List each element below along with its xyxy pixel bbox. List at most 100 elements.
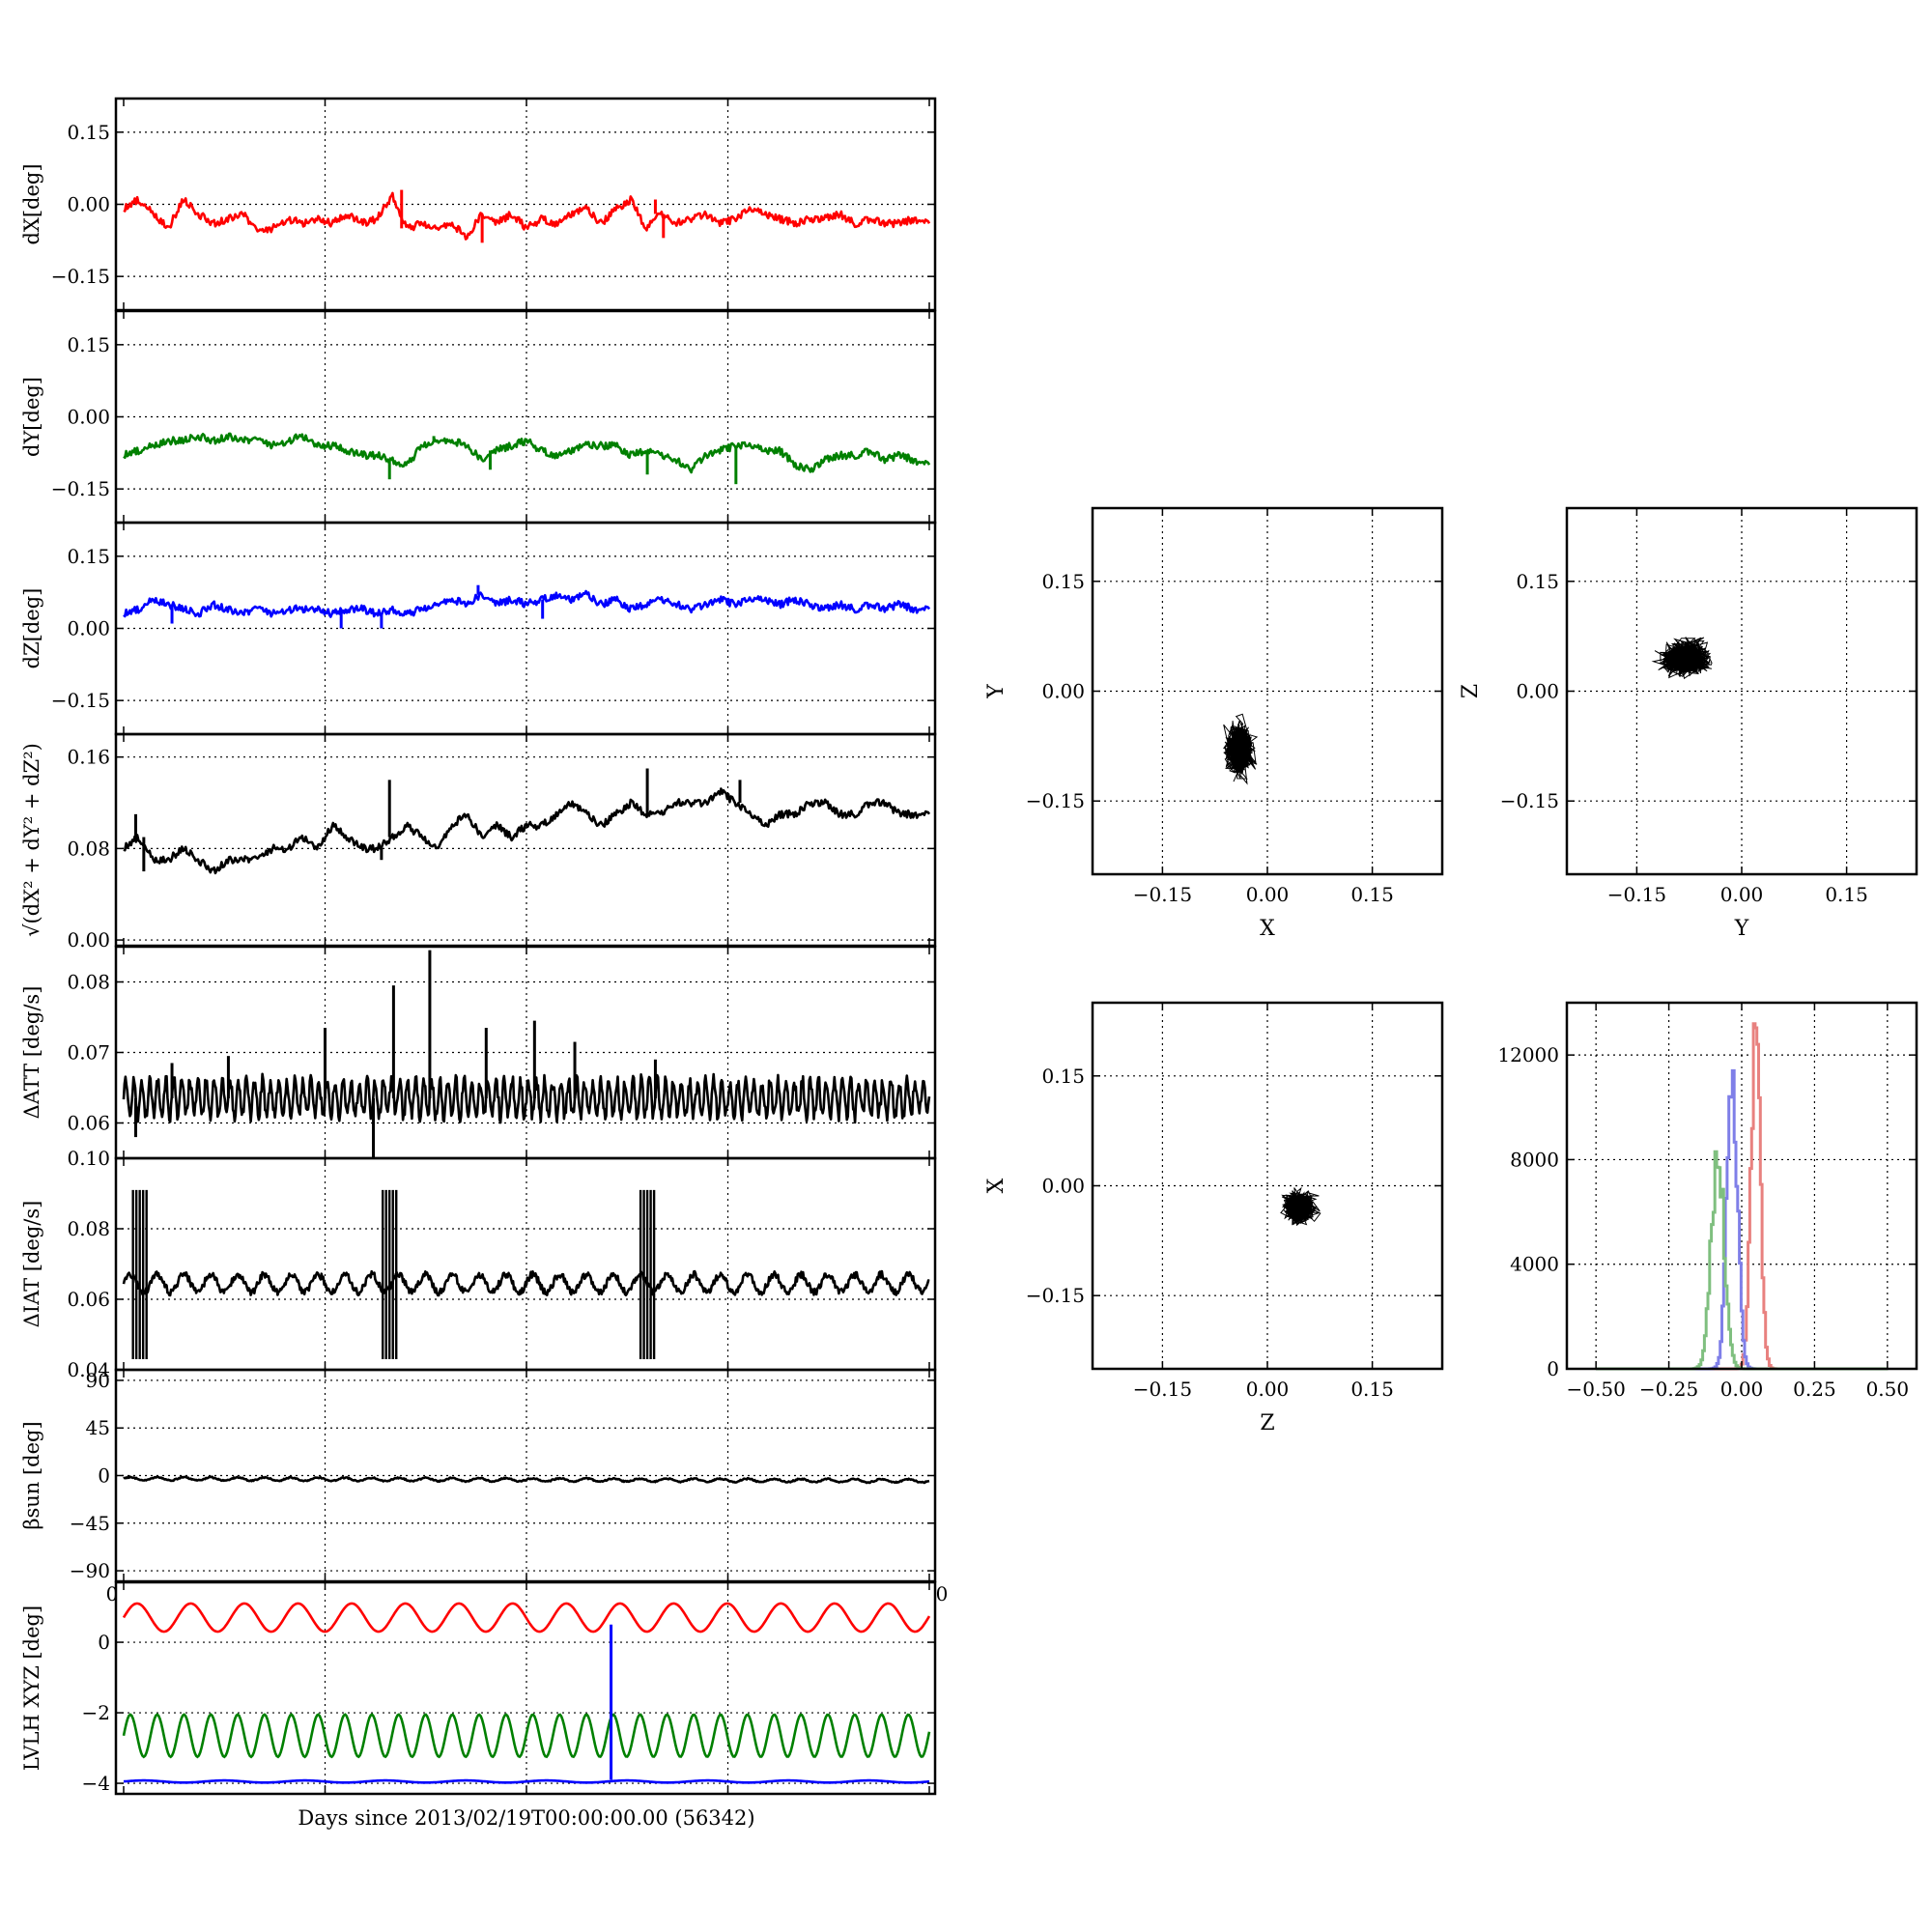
dIAT-ylabel: ΔIAT [deg/s] — [20, 1201, 43, 1328]
histogram-xtick-label: −0.25 — [1639, 1378, 1698, 1401]
dATT-series-line — [122, 1072, 931, 1124]
dY-ytick-label: 0.00 — [67, 406, 110, 429]
panel-histogram: −0.50 −0.25 0.00 0.25 0.50 0 4000 8000 12000 — [1497, 1001, 1918, 1401]
scatter_zx-xtick-label: 0.15 — [1350, 1378, 1394, 1401]
scatter_zx-xtick-label: 0.00 — [1246, 1378, 1290, 1401]
scatter_yz-xtick-label: 0.15 — [1825, 883, 1868, 906]
dX-ytick-label: 0.00 — [67, 193, 110, 216]
dX-ytick-label: 0.15 — [67, 121, 110, 144]
histogram-xtick-label: 0.25 — [1793, 1378, 1836, 1401]
scatter_zx-xlabel: Z — [1260, 1411, 1274, 1435]
panel-dR: 0.00 0.08 0.16 √(dX² + dY² + dZ²) — [20, 732, 937, 952]
scatter_yz-ytick-label: 0.00 — [1516, 680, 1559, 703]
panel-beta_sun: −90 −45 0 45 90 βsun [deg] — [20, 1368, 937, 1583]
histogram-ytick-label: 8000 — [1510, 1148, 1559, 1171]
dR-ytick-label: 0.16 — [67, 746, 110, 769]
dATT-ytick-label: 0.08 — [67, 971, 110, 994]
stray-tick-label-right: 0 — [936, 1582, 949, 1605]
dATT-ytick-label: 0.06 — [67, 1112, 110, 1135]
panel-dZ: −0.15 0.00 0.15 dZ[deg] — [20, 521, 937, 736]
dY-ylabel: dY[deg] — [20, 377, 43, 457]
dR-series-line — [123, 787, 931, 875]
scatter_zx-ytick-label: −0.15 — [1026, 1284, 1085, 1307]
panel-lvlh: −4 −2 0 LVLH XYZ [deg] — [20, 1580, 937, 1796]
scatter_yz-ylabel: Z — [1459, 684, 1483, 698]
scatter_xy-ytick-label: 0.15 — [1041, 570, 1085, 593]
lvlh-ytick-label: −4 — [82, 1772, 110, 1795]
scatter_xy-xtick-label: 0.00 — [1246, 883, 1290, 906]
x-axis-label: Days since 2013/02/19T00:00:00.00 (56342… — [298, 1806, 754, 1830]
dY-series-line — [123, 432, 931, 474]
dATT-ylabel: ΔATT [deg/s] — [20, 986, 43, 1120]
scatter_xy-xtick-label: −0.15 — [1133, 883, 1192, 906]
dR-ytick-label: 0.08 — [67, 837, 110, 860]
scatter_xy-xlabel: X — [1260, 917, 1275, 941]
lvlh-series-line-2 — [123, 1778, 930, 1784]
scatter_xy-ytick-label: 0.00 — [1041, 680, 1085, 703]
beta_sun-ytick-label: 90 — [86, 1369, 110, 1392]
panel-dX: −0.15 0.00 0.15 dX[deg] — [20, 97, 937, 312]
histogram-xtick-label: 0.50 — [1866, 1378, 1910, 1401]
dR-frame — [114, 732, 937, 948]
dZ-ytick-label: 0.00 — [67, 617, 110, 640]
scatter_xy-ytick-label: −0.15 — [1026, 789, 1085, 812]
scatter_zx-cluster-trace — [1280, 1186, 1321, 1226]
scatter_zx-xtick-label: −0.15 — [1133, 1378, 1192, 1401]
dX-series-line — [123, 191, 931, 241]
histogram-xtick-label: −0.50 — [1567, 1378, 1626, 1401]
scatter_zx-ytick-label: 0.15 — [1041, 1065, 1085, 1088]
dIAT-ytick-label: 0.04 — [67, 1358, 110, 1381]
dIAT-ytick-label: 0.08 — [67, 1217, 110, 1240]
panel-dY: −0.15 0.00 0.15 dY[deg] — [20, 309, 937, 525]
dZ-ytick-label: 0.15 — [67, 545, 110, 568]
histogram-xtick-label: 0.00 — [1720, 1378, 1764, 1401]
lvlh-ytick-label: 0 — [98, 1631, 110, 1654]
scatter_yz-ytick-label: 0.15 — [1516, 570, 1559, 593]
dIAT-frame — [114, 1156, 937, 1372]
scatter_zx-ylabel: X — [984, 1178, 1009, 1193]
scatter_zx-ytick-label: 0.00 — [1041, 1175, 1085, 1198]
dY-ytick-label: 0.15 — [67, 333, 110, 356]
lvlh-series-line-0 — [122, 1602, 931, 1634]
lvlh-ylabel: LVLH XYZ [deg] — [20, 1605, 43, 1771]
dIAT-series-line — [122, 1269, 930, 1297]
panel-dATT: 0.06 0.07 0.08 ΔATT [deg/s] — [20, 945, 937, 1160]
dR-ytick-label: 0.00 — [67, 928, 110, 952]
scatter_yz-xtick-label: 0.00 — [1720, 883, 1764, 906]
dR-ylabel: √(dX² + dY² + dZ²) — [20, 743, 43, 937]
histogram-series-1 — [1596, 1068, 1889, 1371]
scatter_yz-cluster-trace — [1651, 637, 1713, 680]
beta_sun-ytick-label: 45 — [86, 1416, 110, 1439]
dY-ytick-label: −0.15 — [51, 477, 110, 500]
histogram-ytick-label: 12000 — [1497, 1043, 1559, 1066]
dX-ytick-label: −0.15 — [51, 265, 110, 288]
histogram-ytick-label: 4000 — [1510, 1253, 1559, 1276]
lvlh-series-line-1 — [122, 1713, 931, 1759]
beta_sun-ytick-label: 0 — [98, 1464, 110, 1488]
scatter_xy-ylabel: Y — [984, 684, 1009, 699]
scatter_xy-cluster-trace — [1223, 713, 1259, 785]
dIAT-ytick-label: 0.06 — [67, 1288, 110, 1311]
dIAT-ytick-label: 0.10 — [67, 1147, 110, 1170]
scatter_yz-xlabel: Y — [1734, 917, 1749, 941]
beta_sun-series-line — [123, 1475, 930, 1485]
dZ-series-line — [123, 589, 931, 618]
panel-dIAT: 0.04 0.06 0.08 0.10 ΔIAT [deg/s] — [20, 1147, 937, 1381]
panel-scatter_yz: −0.15 −0.15 0.00 0.00 0.15 0.15 Y Z — [1459, 506, 1918, 941]
beta_sun-ylabel: βsun [deg] — [20, 1421, 43, 1529]
dX-ylabel: dX[deg] — [20, 163, 43, 244]
lvlh-ytick-label: −2 — [82, 1701, 110, 1724]
dATT-ytick-label: 0.07 — [67, 1041, 110, 1065]
panel-scatter_zx: −0.15 −0.15 0.00 0.00 0.15 0.15 Z X — [984, 1001, 1444, 1435]
scatter_yz-xtick-label: −0.15 — [1607, 883, 1666, 906]
scatter_yz-ytick-label: −0.15 — [1500, 789, 1559, 812]
histogram-ytick-label: 0 — [1547, 1357, 1559, 1380]
beta_sun-ytick-label: −45 — [70, 1512, 110, 1535]
lvlh-frame — [114, 1580, 937, 1796]
beta_sun-ytick-label: −90 — [70, 1559, 110, 1582]
scatter_xy-xtick-label: 0.15 — [1350, 883, 1394, 906]
dZ-ytick-label: −0.15 — [51, 689, 110, 712]
dZ-ylabel: dZ[deg] — [20, 588, 43, 669]
panel-scatter_xy: −0.15 −0.15 0.00 0.00 0.15 0.15 X Y — [984, 506, 1444, 941]
